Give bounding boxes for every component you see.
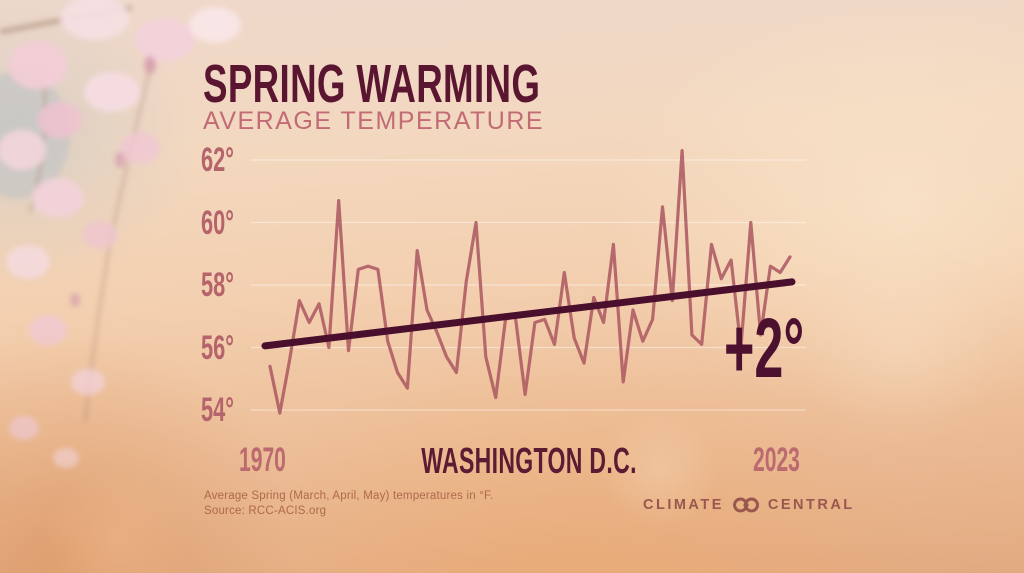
y-axis-tick-text: 56° [201, 328, 234, 367]
page-title-text: SPRING WARMING [203, 54, 541, 114]
x-axis-start-year: 1970 [239, 441, 286, 479]
climate-central-logo-icon [732, 497, 759, 513]
y-axis-tick-label: 60° [201, 203, 271, 242]
page-subtitle: AVERAGE TEMPERATURE [203, 107, 545, 135]
y-axis-tick-label: 62° [201, 141, 271, 179]
y-axis-tick-text: 62° [201, 141, 234, 179]
page-title: SPRING WARMING [203, 57, 699, 111]
temperature-data-line [268, 149, 792, 415]
y-axis-tick-label: 56° [201, 328, 271, 367]
logo-word-climate: CLIMATE [643, 497, 724, 513]
y-axis-tick-label: 58° [201, 266, 271, 304]
footnote: Average Spring (March, April, May) tempe… [204, 489, 493, 519]
footnote-line1: Average Spring (March, April, May) tempe… [204, 490, 494, 502]
location-label: WASHINGTON D.C. [421, 440, 637, 481]
y-axis-tick-label: 54° [201, 391, 271, 429]
y-axis-tick-text: 58° [201, 266, 234, 304]
trend-line [261, 278, 796, 350]
x-axis-end-year: 2023 [753, 441, 800, 479]
y-axis-tick-text: 60° [201, 203, 234, 242]
y-axis-tick-text: 54° [201, 391, 234, 429]
footnote-line2: Source: RCC-ACIS.org [204, 505, 327, 517]
climate-central-logo: CLIMATE CENTRAL [643, 497, 855, 513]
logo-word-central: CENTRAL [767, 497, 855, 513]
trend-delta-annotation: +2° [724, 301, 805, 395]
